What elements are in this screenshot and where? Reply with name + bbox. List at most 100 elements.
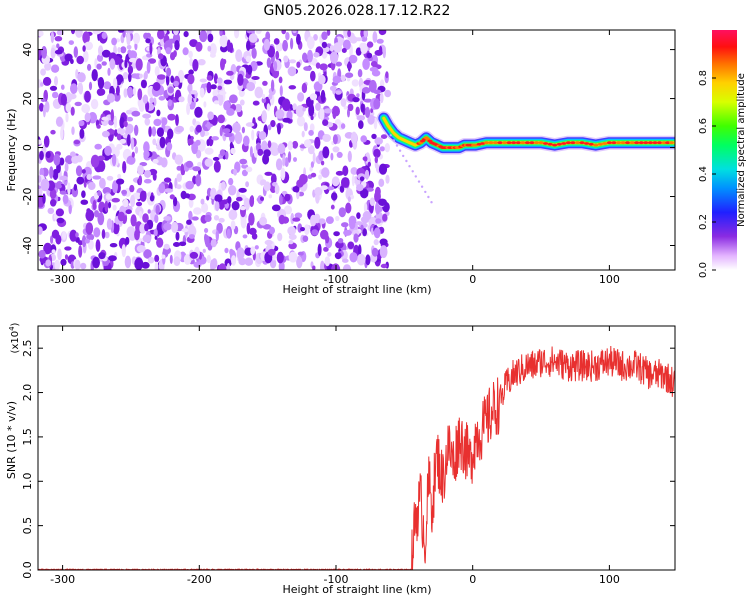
noise-blob (53, 153, 61, 166)
noise-blob (350, 167, 358, 175)
noise-blob (319, 107, 325, 121)
noise-blob (68, 40, 75, 45)
noise-blob (355, 106, 360, 116)
ridge-peak (561, 142, 567, 145)
noise-blob (191, 216, 199, 221)
noise-blob (64, 254, 69, 260)
noise-blob (268, 194, 273, 199)
noise-blob (359, 176, 365, 182)
noise-blob (113, 116, 118, 129)
noise-blob (139, 190, 147, 202)
noise-blob (109, 243, 118, 248)
noise-blob (310, 172, 317, 178)
noise-blob (74, 101, 82, 107)
colorbar-tick-label: 0.4 (698, 166, 709, 182)
noise-blob (68, 203, 72, 215)
noise-blob (137, 88, 143, 101)
ridge-branch-dot (420, 185, 424, 188)
noise-blob (117, 173, 122, 179)
noise-blob (167, 128, 174, 140)
noise-blob (122, 161, 127, 174)
noise-blob (288, 240, 294, 245)
noise-blob (313, 52, 320, 58)
noise-blob (236, 196, 243, 202)
noise-blob (349, 219, 356, 230)
noise-blob (237, 73, 244, 86)
noise-blob (264, 239, 273, 246)
noise-blob (195, 174, 202, 187)
noise-blob (296, 61, 301, 68)
noise-blob (260, 179, 267, 186)
noise-blob (282, 154, 286, 167)
noise-blob (341, 48, 347, 53)
noise-blob (218, 217, 225, 223)
noise-blob (277, 123, 281, 135)
noise-blob (64, 246, 72, 251)
noise-blob (229, 248, 234, 256)
noise-blob (156, 109, 161, 117)
noise-blob (332, 75, 342, 84)
noise-region (38, 30, 392, 270)
noise-blob (144, 223, 149, 232)
noise-blob (350, 131, 358, 145)
colorbar-tick-label: 0.2 (698, 214, 709, 230)
noise-blob (73, 46, 79, 58)
noise-blob (139, 210, 143, 219)
noise-blob (107, 67, 111, 76)
noise-blob (373, 98, 381, 110)
noise-blob (154, 254, 160, 263)
noise-blob (45, 259, 52, 267)
noise-blob (236, 247, 245, 260)
noise-blob (348, 54, 358, 64)
noise-blob (320, 185, 328, 191)
noise-blob (130, 194, 136, 207)
noise-blob (166, 142, 173, 151)
x-tick-label: 100 (599, 573, 620, 586)
noise-blob (101, 229, 106, 239)
noise-blob (356, 184, 364, 192)
noise-blob (372, 31, 378, 43)
noise-blob (322, 46, 330, 53)
y-tick-label: 20 (21, 92, 34, 106)
noise-blob (282, 39, 288, 52)
noise-blob (154, 235, 158, 240)
colorbar-tick-label: 0.8 (698, 70, 709, 86)
noise-blob (154, 214, 159, 224)
noise-blob (116, 127, 126, 135)
snr-x-ticks: -300 -200 -100 0 100 (50, 326, 620, 586)
noise-blob (246, 40, 251, 51)
noise-blob (189, 251, 199, 259)
noise-blob (352, 97, 360, 103)
noise-blob (44, 101, 50, 113)
noise-blob (165, 73, 170, 86)
noise-blob (55, 208, 64, 217)
noise-blob (347, 241, 355, 250)
noise-blob (321, 41, 328, 49)
noise-blob (347, 30, 351, 38)
noise-blob (371, 247, 379, 257)
noise-blob (385, 174, 390, 184)
noise-blob (121, 244, 127, 258)
noise-blob (153, 228, 158, 237)
noise-blob (73, 183, 78, 191)
noise-blob (262, 80, 268, 86)
noise-blob (82, 31, 90, 44)
noise-blob (346, 62, 352, 70)
noise-blob (125, 209, 132, 215)
noise-blob (376, 38, 384, 44)
noise-blob (313, 34, 318, 41)
noise-blob (225, 151, 229, 160)
noise-blob (212, 89, 218, 98)
noise-blob (43, 135, 50, 148)
y-tick-label: 2.0 (21, 384, 34, 402)
noise-blob (197, 59, 206, 66)
noise-blob (102, 130, 110, 138)
noise-blob (330, 204, 335, 210)
noise-blob (56, 43, 60, 49)
noise-blob (143, 32, 149, 40)
noise-blob (341, 222, 349, 228)
noise-blob (261, 97, 267, 104)
noise-blob (360, 42, 368, 55)
noise-blob (224, 132, 233, 138)
snr-x-axis-label: Height of straight line (km) (282, 583, 431, 596)
